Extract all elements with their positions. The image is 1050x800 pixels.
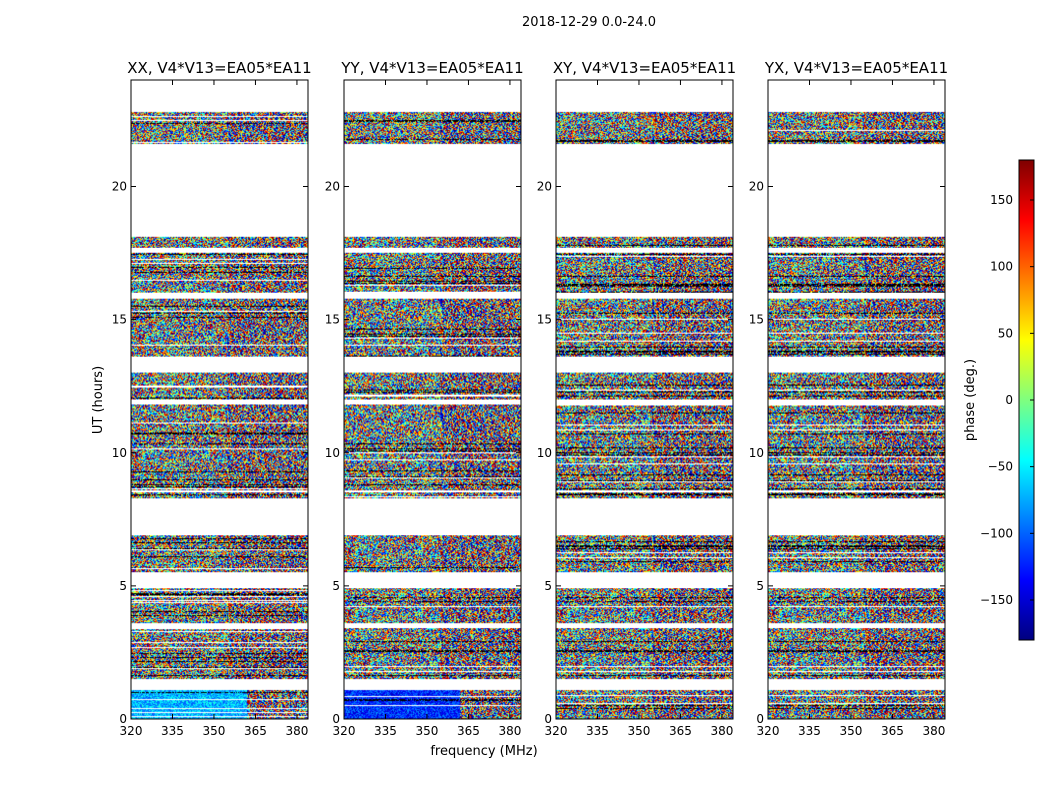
x-tick-label: 335 xyxy=(374,724,397,738)
y-tick-label: 0 xyxy=(119,712,127,726)
colorbar-tick-label: −50 xyxy=(988,460,1013,474)
phase-heatmap xyxy=(768,80,945,719)
y-tick-label: 0 xyxy=(756,712,764,726)
panel-4: YX, V4*V13=EA05*EA11 320 335 350 365 380 0 5 10 1… xyxy=(749,59,948,738)
x-tick-label: 380 xyxy=(498,724,521,738)
phase-heatmap xyxy=(556,80,733,719)
panel-title: XX, V4*V13=EA05*EA11 xyxy=(127,59,311,77)
y-tick-label: 10 xyxy=(749,446,764,460)
y-axis-label: UT (hours) xyxy=(91,366,106,434)
x-tick-label: 380 xyxy=(285,724,308,738)
x-tick-label: 380 xyxy=(922,724,945,738)
y-tick-label: 5 xyxy=(756,579,764,593)
x-tick-label: 320 xyxy=(120,724,143,738)
x-tick-label: 365 xyxy=(669,724,692,738)
y-tick-label: 0 xyxy=(332,712,340,726)
y-tick-label: 20 xyxy=(112,180,127,194)
y-tick-label: 20 xyxy=(537,180,552,194)
colorbar-tick-label: −100 xyxy=(980,526,1013,540)
colorbar-label: phase (deg.) xyxy=(963,359,978,441)
colorbar-tick-label: −150 xyxy=(980,593,1013,607)
x-tick-label: 335 xyxy=(798,724,821,738)
colorbar-tick-label: 150 xyxy=(990,193,1013,207)
y-tick-label: 10 xyxy=(112,446,127,460)
y-tick-label: 0 xyxy=(544,712,552,726)
panels: XX, V4*V13=EA05*EA11 320 335 350 365 380 0 5 10 1… xyxy=(112,59,948,738)
y-tick-label: 10 xyxy=(325,446,340,460)
y-tick-label: 5 xyxy=(332,579,340,593)
x-tick-label: 320 xyxy=(333,724,356,738)
phase-heatmap xyxy=(344,80,521,719)
x-tick-label: 320 xyxy=(545,724,568,738)
panel-1: XX, V4*V13=EA05*EA11 320 335 350 365 380 0 5 10 1… xyxy=(112,59,312,738)
y-tick-label: 20 xyxy=(749,180,764,194)
panel-title: XY, V4*V13=EA05*EA11 xyxy=(553,59,736,77)
x-tick-label: 335 xyxy=(161,724,184,738)
x-tick-label: 335 xyxy=(586,724,609,738)
y-tick-label: 10 xyxy=(537,446,552,460)
colorbar: 150 100 50 0 −50 −100 −150 phase (deg.) xyxy=(963,159,1035,641)
phase-heatmap xyxy=(131,80,308,719)
x-tick-label: 365 xyxy=(457,724,480,738)
x-tick-label: 350 xyxy=(416,724,439,738)
x-tick-label: 350 xyxy=(628,724,651,738)
y-tick-label: 15 xyxy=(749,313,764,327)
y-tick-label: 20 xyxy=(325,180,340,194)
panel-title: YX, V4*V13=EA05*EA11 xyxy=(764,59,948,77)
panel-frame xyxy=(130,79,309,720)
y-tick-label: 15 xyxy=(325,313,340,327)
panel-frame xyxy=(343,79,522,720)
x-tick-label: 380 xyxy=(710,724,733,738)
panel-frame xyxy=(767,79,946,720)
x-tick-label: 320 xyxy=(757,724,780,738)
x-tick-label: 365 xyxy=(881,724,904,738)
y-tick-label: 15 xyxy=(112,313,127,327)
y-tick-label: 5 xyxy=(119,579,127,593)
figure-suptitle: 2018-12-29 0.0-24.0 xyxy=(522,15,656,30)
x-axis-label: frequency (MHz) xyxy=(430,744,537,759)
panel-title: YY, V4*V13=EA05*EA11 xyxy=(340,59,523,77)
y-tick-label: 5 xyxy=(544,579,552,593)
colorbar-tick-label: 100 xyxy=(990,260,1013,274)
x-tick-label: 350 xyxy=(203,724,226,738)
panel-2: YY, V4*V13=EA05*EA11 320 335 350 365 380 0 5 10 1… xyxy=(325,59,524,738)
colorbar-tick-label: 0 xyxy=(1005,393,1013,407)
panel-frame xyxy=(555,79,734,720)
x-tick-label: 365 xyxy=(244,724,267,738)
y-tick-label: 15 xyxy=(537,313,552,327)
colorbar-tick-label: 50 xyxy=(998,326,1013,340)
panel-3: XY, V4*V13=EA05*EA11 320 335 350 365 380 0 5 10 1… xyxy=(537,59,736,738)
x-tick-label: 350 xyxy=(840,724,863,738)
